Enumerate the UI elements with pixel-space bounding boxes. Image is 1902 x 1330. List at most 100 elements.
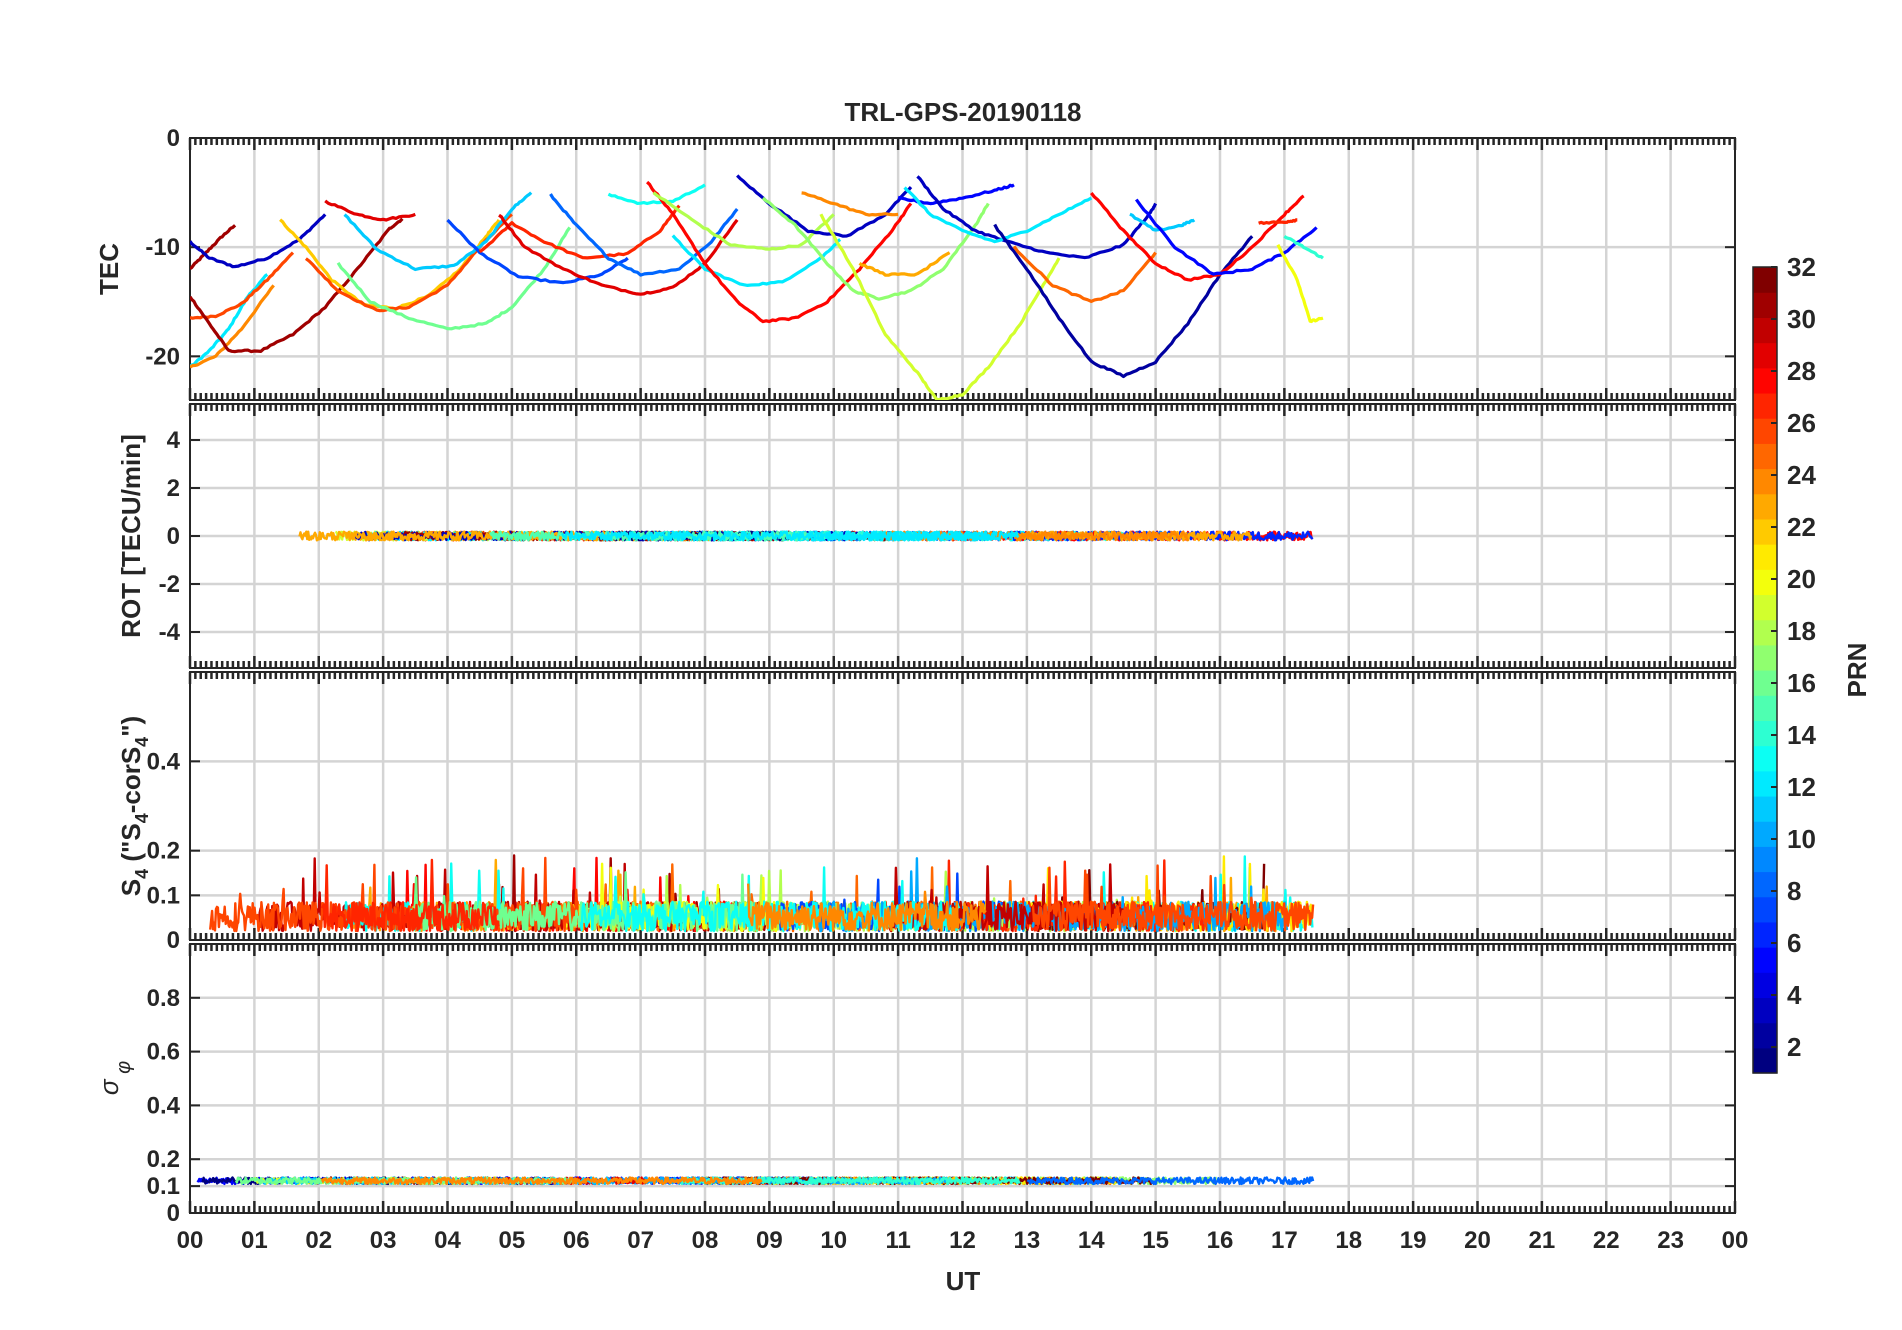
sigma-phi-y-label: σ φ bbox=[94, 1061, 135, 1095]
y-tick-label: 4 bbox=[167, 427, 181, 454]
colorbar-band-prn-29 bbox=[1753, 342, 1777, 369]
colorbar-band-prn-12 bbox=[1753, 770, 1777, 797]
tec-series-prn-28 bbox=[1090, 192, 1305, 282]
x-tick-label: 11 bbox=[885, 1227, 910, 1254]
x-tick-label: 06 bbox=[563, 1227, 590, 1254]
y-tick-label: -20 bbox=[145, 343, 180, 370]
y-tick-label: -10 bbox=[145, 234, 180, 261]
s4-trace-prn-26 bbox=[1031, 864, 1315, 932]
colorbar-tick-label: 24 bbox=[1787, 460, 1816, 490]
x-tick-label: 04 bbox=[434, 1227, 461, 1254]
sigma_phi-trace-prn-24 bbox=[320, 1176, 763, 1186]
tec-series-prn-12 bbox=[671, 234, 842, 287]
colorbar-band-prn-26 bbox=[1753, 418, 1777, 444]
x-tick-label: 01 bbox=[241, 1227, 268, 1254]
colorbar-tick-label: 16 bbox=[1787, 668, 1816, 698]
y-tick-label: 0.1 bbox=[147, 882, 180, 909]
y-tick-label: 0.6 bbox=[147, 1039, 180, 1066]
colorbar-band-prn-5 bbox=[1753, 947, 1777, 973]
colorbar-band-prn-31 bbox=[1753, 292, 1777, 318]
y-tick-label: -4 bbox=[159, 619, 181, 646]
x-tick-label: 17 bbox=[1271, 1227, 1298, 1254]
axes-frame bbox=[189, 943, 1736, 1214]
colorbar-band-prn-30 bbox=[1753, 317, 1777, 344]
x-tick-label: 16 bbox=[1207, 1227, 1234, 1254]
x-tick-label: 15 bbox=[1142, 1227, 1169, 1254]
tec-series-prn-17 bbox=[761, 196, 990, 301]
y-tick-label: 0 bbox=[167, 1200, 180, 1227]
s4-trace-prn-24 bbox=[747, 883, 987, 932]
colorbar-band-prn-10 bbox=[1753, 821, 1777, 847]
x-tick-label: 12 bbox=[949, 1227, 976, 1254]
x-tick-label: 22 bbox=[1593, 1227, 1620, 1254]
tec-series-prn-11 bbox=[1129, 212, 1196, 232]
tec-series-prn-5 bbox=[897, 183, 1015, 206]
colorbar-tick-label: 10 bbox=[1787, 824, 1816, 854]
tec-series-prn-3 bbox=[190, 213, 327, 269]
x-tick-label: 21 bbox=[1529, 1227, 1556, 1254]
colorbar-band-prn-9 bbox=[1753, 846, 1777, 873]
tec-series-prn-24 bbox=[190, 284, 275, 369]
colorbar-tick-label: 12 bbox=[1787, 772, 1816, 802]
colorbar-band-prn-4 bbox=[1753, 972, 1777, 999]
s4-trace-prn-30 bbox=[884, 863, 1125, 933]
colorbar-tick-label: 6 bbox=[1787, 928, 1801, 958]
y-tick-label: 0.2 bbox=[147, 1146, 180, 1173]
y-tick-label: 2 bbox=[167, 475, 180, 502]
colorbar-band-prn-28 bbox=[1753, 367, 1777, 394]
rot-y-label: ROT [TECU/min] bbox=[116, 434, 146, 638]
tec-series-prn-19 bbox=[819, 213, 1061, 400]
colorbar-tick-label: 22 bbox=[1787, 512, 1816, 542]
tec-series-prn-2 bbox=[993, 223, 1254, 379]
colorbar-band-prn-32 bbox=[1753, 267, 1777, 293]
tec-series-prn-3 bbox=[736, 174, 913, 238]
x-tick-label: 02 bbox=[305, 1227, 332, 1254]
tec-series-prn-25 bbox=[1012, 245, 1157, 303]
colorbar-band-prn-7 bbox=[1753, 896, 1777, 923]
x-tick-label: 03 bbox=[370, 1227, 397, 1254]
y-tick-label: 0.1 bbox=[147, 1173, 180, 1200]
colorbar-label: PRN bbox=[1842, 643, 1872, 698]
colorbar-tick-label: 14 bbox=[1787, 720, 1816, 750]
panel-rot: 4 2 0 -2 -4 ROT [TECU/min] bbox=[116, 403, 1737, 669]
x-tick-label: 07 bbox=[627, 1227, 654, 1254]
sigma_phi-trace-prn-8 bbox=[1026, 1176, 1315, 1186]
colorbar-band-prn-22 bbox=[1753, 518, 1777, 545]
colorbar-tick-label: 26 bbox=[1787, 408, 1816, 438]
colorbar-band-prn-17 bbox=[1753, 644, 1777, 671]
x-tick-label: 09 bbox=[756, 1227, 783, 1254]
tec-series-prn-28 bbox=[646, 180, 913, 324]
tec-series-prn-13 bbox=[607, 183, 706, 206]
tec-series-prn-7 bbox=[446, 218, 629, 285]
x-tick-label: 00 bbox=[177, 1227, 204, 1254]
colorbar-tick-label: 30 bbox=[1787, 304, 1816, 334]
colorbar-band-prn-21 bbox=[1753, 544, 1777, 570]
x-tick-label: 13 bbox=[1014, 1227, 1041, 1254]
x-tick-label: 05 bbox=[499, 1227, 526, 1254]
tec-y-label: TEC bbox=[94, 243, 124, 295]
colorbar-tick-label: 8 bbox=[1787, 876, 1801, 906]
panel-s4: 0.4 0.2 0.1 0 S4 ("S4-corS4") bbox=[116, 671, 1737, 954]
y-tick-label: 0.4 bbox=[147, 748, 181, 775]
tec-series-prn-29 bbox=[324, 199, 416, 222]
colorbar-band-prn-13 bbox=[1753, 745, 1777, 772]
colorbar-band-prn-2 bbox=[1753, 1022, 1777, 1049]
tec-series-prn-12 bbox=[190, 273, 269, 369]
tec-series-prn-3 bbox=[916, 175, 1158, 260]
rot-trace-prn-12 bbox=[560, 530, 1020, 542]
x-tick-label: 10 bbox=[820, 1227, 847, 1254]
colorbar-band-prn-14 bbox=[1753, 720, 1777, 747]
tec-series-prn-26 bbox=[190, 251, 295, 320]
tec-series-prn-29 bbox=[498, 213, 739, 296]
y-tick-label: 0.4 bbox=[147, 1092, 181, 1119]
tec-series-prn-20 bbox=[1276, 244, 1324, 324]
x-tick-label: 08 bbox=[692, 1227, 719, 1254]
tec-series-prn-8 bbox=[549, 193, 739, 277]
chart-title: TRL-GPS-20190118 bbox=[844, 97, 1081, 127]
colorbar-band-prn-25 bbox=[1753, 443, 1777, 470]
panel-tec: 0 -10 -20 TEC bbox=[94, 125, 1737, 401]
x-tick-label: 23 bbox=[1657, 1227, 1684, 1254]
colorbar-band-prn-1 bbox=[1753, 1047, 1777, 1074]
tec-series-prn-12 bbox=[903, 186, 1093, 244]
x-tick-label: 14 bbox=[1078, 1227, 1105, 1254]
